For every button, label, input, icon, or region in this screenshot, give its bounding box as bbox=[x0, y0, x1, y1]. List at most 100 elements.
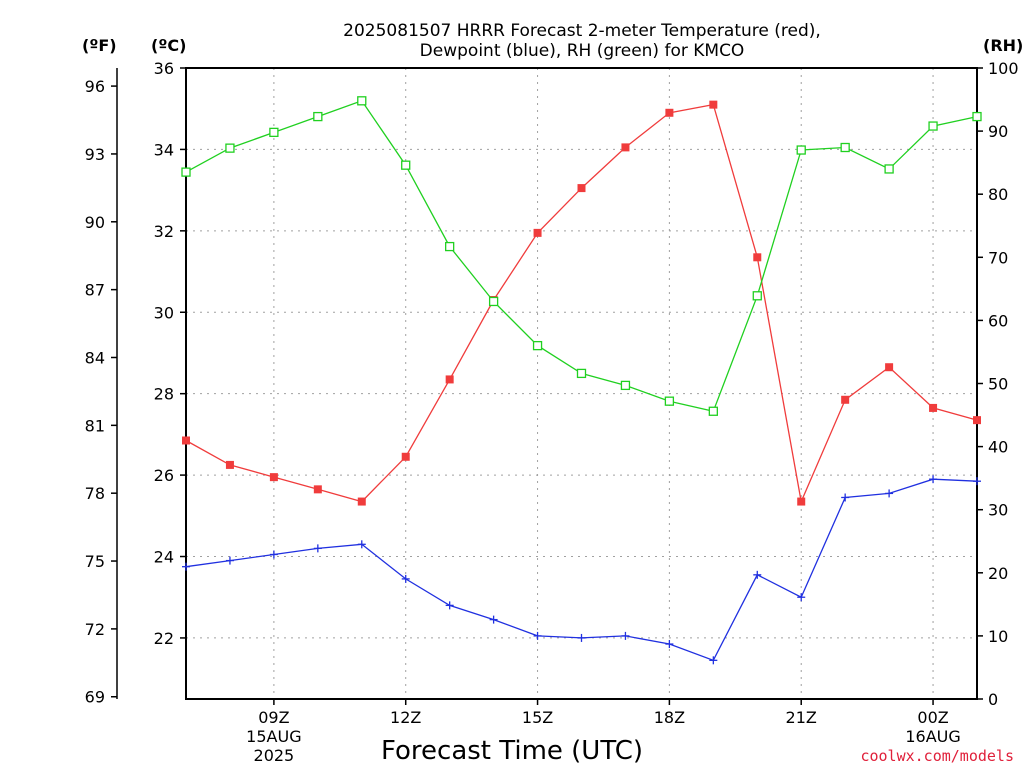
rh-point bbox=[181, 167, 191, 177]
rh-tick-label: 20 bbox=[988, 564, 1008, 583]
dewpoint-point bbox=[797, 593, 806, 602]
temperature-point bbox=[885, 363, 894, 372]
dewpoint-point bbox=[182, 562, 190, 571]
rh-unit-label: (RH) bbox=[983, 36, 1023, 55]
x-tick-label: 15Z bbox=[522, 708, 553, 727]
temperature-point bbox=[269, 473, 278, 482]
rh-point bbox=[928, 121, 938, 131]
temperature-point bbox=[313, 485, 322, 494]
rh-point bbox=[972, 111, 982, 122]
rh-tick-label: 100 bbox=[988, 59, 1019, 78]
rh-tick-label: 50 bbox=[988, 375, 1008, 394]
x-tick-label: 12Z bbox=[390, 708, 421, 727]
x-tick-label: 21Z bbox=[786, 708, 817, 727]
dewpoint-point bbox=[225, 556, 234, 565]
temperature-point bbox=[929, 403, 938, 412]
temperature-point bbox=[621, 143, 630, 152]
x-tick-date-label: 16AUG bbox=[905, 727, 960, 746]
rh-tick-label: 30 bbox=[988, 501, 1008, 520]
rh-point bbox=[313, 111, 323, 122]
temperature-point bbox=[533, 228, 542, 237]
temperature-point bbox=[577, 184, 586, 193]
x-tick-label: 18Z bbox=[654, 708, 685, 727]
grid-lines bbox=[186, 68, 977, 699]
rh-point bbox=[445, 241, 455, 252]
rh-point bbox=[576, 368, 587, 379]
plot-frame bbox=[185, 67, 978, 700]
celsius-tick-label: 28 bbox=[154, 385, 174, 404]
rh-tick-label: 80 bbox=[988, 185, 1008, 204]
dewpoint-point bbox=[269, 550, 278, 559]
x-tick-date-label: 2025 bbox=[254, 746, 295, 765]
celsius-unit-label: (ºC) bbox=[151, 36, 186, 55]
rh-tick-label: 60 bbox=[988, 311, 1008, 330]
fahrenheit-tick-label: 78 bbox=[85, 484, 105, 503]
rh-point bbox=[664, 396, 675, 406]
temperature-point bbox=[797, 497, 806, 506]
fahrenheit-unit-label: (ºF) bbox=[82, 36, 117, 55]
dewpoint-point bbox=[929, 475, 938, 484]
rh-point bbox=[532, 340, 543, 351]
dewpoint-point bbox=[753, 570, 762, 579]
credit-text: coolwx.com/models bbox=[860, 747, 1014, 765]
dewpoint-point bbox=[489, 615, 498, 624]
rh-point bbox=[708, 406, 718, 416]
fahrenheit-tick-label: 93 bbox=[85, 145, 105, 164]
temperature-point bbox=[401, 452, 410, 461]
dewpoint-point bbox=[973, 477, 981, 486]
temperature-point bbox=[225, 460, 234, 469]
temperature-point bbox=[841, 395, 850, 404]
data-series bbox=[181, 96, 982, 665]
celsius-tick-label: 22 bbox=[154, 629, 174, 648]
dewpoint-point bbox=[401, 574, 410, 583]
fahrenheit-tick-label: 84 bbox=[85, 348, 105, 367]
dewpoint-point bbox=[357, 540, 366, 549]
celsius-tick-label: 24 bbox=[154, 548, 174, 567]
rh-point bbox=[401, 160, 411, 170]
x-tick-date-label: 15AUG bbox=[246, 727, 301, 746]
x-tick-label: 09Z bbox=[258, 708, 289, 727]
celsius-tick-label: 36 bbox=[154, 59, 174, 78]
dewpoint-point bbox=[533, 631, 542, 640]
celsius-tick-label: 30 bbox=[154, 303, 174, 322]
temperature-point bbox=[182, 436, 190, 445]
chart-title-line-1: 2025081507 HRRR Forecast 2-meter Tempera… bbox=[343, 21, 821, 41]
chart-title-line-2: Dewpoint (blue), RH (green) for KMCO bbox=[420, 41, 745, 61]
dewpoint-point bbox=[885, 489, 894, 498]
dewpoint-point bbox=[709, 656, 718, 665]
rh-point bbox=[488, 296, 499, 307]
fahrenheit-tick-label: 81 bbox=[85, 416, 105, 435]
dewpoint-point bbox=[621, 631, 630, 640]
temperature-point bbox=[665, 108, 674, 117]
rh-tick-label: 70 bbox=[988, 248, 1008, 267]
rh-point bbox=[840, 142, 850, 153]
dewpoint-point bbox=[841, 493, 850, 502]
fahrenheit-tick-label: 72 bbox=[85, 620, 105, 639]
dewpoint-point bbox=[665, 640, 674, 649]
rh-tick-label: 40 bbox=[988, 438, 1008, 457]
rh-point bbox=[620, 380, 631, 391]
rh-point bbox=[225, 143, 235, 153]
dewpoint-point bbox=[445, 601, 454, 610]
dewpoint-point bbox=[313, 544, 322, 553]
rh-point bbox=[357, 96, 367, 106]
dewpoint-point bbox=[577, 633, 586, 642]
fahrenheit-tick-label: 69 bbox=[85, 688, 105, 707]
fahrenheit-tick-label: 90 bbox=[85, 213, 105, 232]
temperature-point bbox=[357, 497, 366, 506]
temperature-series-line bbox=[185, 103, 978, 504]
temperature-point bbox=[973, 416, 981, 425]
temperature-point bbox=[445, 375, 454, 384]
rh-point bbox=[269, 127, 279, 138]
rh-point bbox=[884, 164, 894, 174]
temperature-point bbox=[753, 253, 762, 262]
axes: 22 24 26 28 30 32 34 36 69 72 75 78 81 84 87 90 93 96 0 10 2… bbox=[85, 59, 1019, 709]
rh-tick-label: 90 bbox=[988, 122, 1008, 141]
rh-point bbox=[796, 145, 806, 155]
x-axis-label: Forecast Time (UTC) bbox=[381, 736, 643, 766]
fahrenheit-tick-label: 96 bbox=[85, 77, 105, 96]
rh-point bbox=[752, 291, 762, 301]
dewpoint-series-line bbox=[185, 478, 978, 662]
